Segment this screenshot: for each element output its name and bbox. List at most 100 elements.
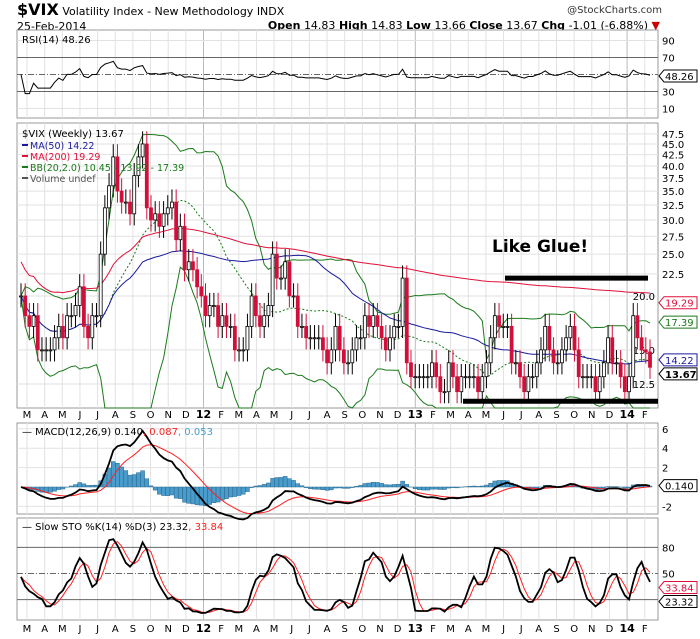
- candle-body: [551, 349, 556, 364]
- macd-histogram-bar: [484, 484, 489, 488]
- x-axis-label: J: [501, 410, 505, 421]
- x-axis-label: A: [535, 624, 542, 635]
- candle-body: [409, 362, 413, 378]
- candle-body: [589, 376, 594, 379]
- candle-body: [459, 376, 464, 393]
- rsi-value-tag-label: 48.26: [665, 72, 694, 83]
- candle-body: [19, 295, 23, 298]
- sto-k-value-tag-label: 23.32: [665, 598, 694, 609]
- macd-histogram-bar: [148, 485, 154, 488]
- candle-body: [396, 326, 401, 328]
- high-value: 14.83: [371, 19, 403, 32]
- down-arrow-icon: ▼: [651, 19, 660, 32]
- candle-body: [132, 175, 137, 215]
- macd-axis-label: 2: [662, 464, 668, 475]
- macd-histogram-bar: [249, 486, 254, 488]
- exchange: INDX: [256, 5, 285, 18]
- candle-body: [40, 349, 44, 352]
- candle-body: [333, 326, 338, 351]
- candle-body: [119, 190, 124, 203]
- macd-histogram-bar: [308, 486, 313, 489]
- candle-body: [371, 315, 376, 327]
- candle-body: [471, 376, 476, 379]
- candle-body: [358, 337, 363, 340]
- candle-body: [555, 362, 560, 365]
- macd-histogram-bar: [425, 486, 431, 491]
- macd-histogram-bar: [119, 466, 124, 488]
- candle-body: [56, 326, 61, 339]
- macd-histogram-bar: [52, 486, 57, 492]
- macd-histogram-bar: [173, 486, 179, 499]
- x-axis-label: D: [394, 410, 402, 421]
- candle-body: [451, 362, 455, 378]
- x-axis-label: J: [519, 624, 523, 635]
- macd-histogram-bar: [601, 486, 607, 489]
- x-axis-label: S: [342, 624, 348, 635]
- x-axis-label: J: [77, 410, 81, 421]
- macd-histogram-bar: [56, 486, 61, 490]
- legend-swatch: [22, 166, 28, 168]
- price-value-tag: [658, 315, 698, 329]
- candle-body: [388, 337, 392, 351]
- candle-body: [484, 362, 489, 378]
- candle-body: [178, 225, 183, 241]
- candle-body: [438, 376, 443, 393]
- x-axis-label: 12: [196, 622, 211, 635]
- x-axis-label: S: [342, 410, 348, 421]
- macd-histogram-bar: [81, 483, 87, 488]
- macd-histogram-bar: [291, 480, 296, 488]
- macd-histogram-bar: [345, 486, 351, 489]
- candle-body: [341, 349, 346, 364]
- candle-body: [136, 156, 141, 177]
- x-axis-label: A: [324, 624, 331, 635]
- x-axis-label: O: [358, 410, 366, 421]
- x-axis-label: D: [394, 624, 402, 635]
- price-value-tag: [658, 296, 698, 310]
- x-axis-label: O: [570, 410, 578, 421]
- macd-histogram-bar: [316, 486, 321, 490]
- x-axis-label: F: [642, 624, 648, 635]
- macd-histogram-bar: [215, 486, 221, 503]
- candle-body: [77, 286, 82, 306]
- candle-body: [576, 349, 581, 378]
- candle-body: [442, 391, 447, 394]
- candle-body: [434, 362, 439, 378]
- y-axis-label: 35.0: [662, 187, 684, 198]
- x-axis-label: A: [253, 624, 260, 635]
- macd-histogram-bar: [161, 486, 166, 496]
- macd-line: [20, 429, 651, 521]
- candle-body: [643, 349, 648, 353]
- macd-histogram-bar: [333, 486, 338, 489]
- candle-body: [228, 326, 233, 328]
- y-axis-label: 25.0: [662, 250, 684, 261]
- macd-histogram-bar: [136, 472, 141, 488]
- candle-body: [211, 305, 216, 307]
- candle-body: [61, 326, 65, 339]
- x-axis-label: D: [182, 410, 190, 421]
- x-axis-label: M: [23, 624, 32, 635]
- candle-body: [413, 376, 418, 379]
- x-axis-label: A: [41, 410, 48, 421]
- candle-body: [161, 213, 166, 227]
- y-axis-label: 12.5: [633, 380, 655, 391]
- candle-body: [86, 326, 90, 339]
- macd-histogram-bar: [324, 486, 330, 491]
- candle-body: [149, 207, 153, 221]
- candle-body: [425, 376, 430, 379]
- x-axis-label: 12: [196, 408, 211, 421]
- x-axis-label: J: [289, 410, 293, 421]
- candle-body: [102, 207, 107, 255]
- macd-histogram-bar: [127, 474, 133, 488]
- candle-body: [48, 349, 53, 352]
- x-axis-label: F: [430, 624, 436, 635]
- macd-histogram-bar: [186, 486, 191, 504]
- candle-body: [488, 337, 493, 364]
- x-axis-label: J: [95, 410, 99, 421]
- watermark: @StockCharts.com: [567, 5, 662, 16]
- candle-body: [610, 337, 615, 364]
- macd-histogram-bar: [257, 485, 263, 488]
- candle-body: [115, 156, 120, 192]
- candle-body: [174, 201, 179, 241]
- candle-body: [287, 261, 292, 297]
- sto-k-value-tag: [658, 595, 698, 609]
